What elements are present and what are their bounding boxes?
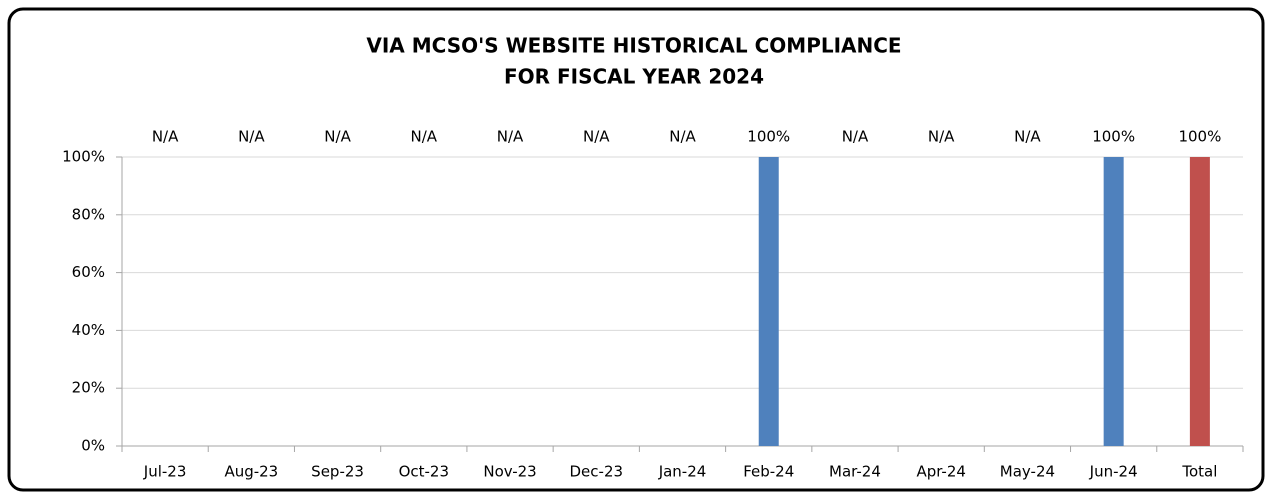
x-tick-label: Total [1181,463,1217,481]
data-label: 100% [1178,128,1221,146]
data-label: N/A [324,128,351,146]
y-tick-label: 80% [72,205,105,223]
data-label: N/A [497,128,524,146]
x-tick-label: Oct-23 [399,463,449,481]
x-tick-label: Jul-23 [143,463,187,481]
chart-title: VIA MCSO'S WEBSITE HISTORICAL COMPLIANCE [366,34,901,58]
x-tick-label: Jan-24 [658,463,707,481]
x-tick-label: May-24 [1000,463,1055,481]
bar [1189,157,1210,446]
x-tick-label: Feb-24 [743,463,794,481]
data-label: N/A [411,128,438,146]
y-tick-label: 20% [72,379,105,397]
data-label: N/A [1014,128,1041,146]
x-tick-label: Mar-24 [829,463,881,481]
data-label: 100% [747,128,790,146]
data-label: N/A [928,128,955,146]
data-label: N/A [583,128,610,146]
chart-title: FOR FISCAL YEAR 2024 [504,65,764,89]
data-label: N/A [842,128,869,146]
x-tick-label: Aug-23 [224,463,278,481]
data-label: N/A [669,128,696,146]
x-tick-label: Jun-24 [1089,463,1138,481]
y-tick-label: 0% [81,437,105,455]
y-tick-label: 60% [72,263,105,281]
bar [1103,157,1124,446]
chart-frame [7,7,1265,492]
data-label: N/A [152,128,179,146]
x-tick-label: Dec-23 [570,463,624,481]
y-tick-label: 40% [72,321,105,339]
data-label: N/A [238,128,265,146]
y-tick-label: 100% [62,148,105,166]
data-label: 100% [1092,128,1135,146]
x-tick-label: Nov-23 [483,463,536,481]
x-tick-label: Sep-23 [311,463,364,481]
bar [758,157,779,446]
x-tick-label: Apr-24 [916,463,966,481]
